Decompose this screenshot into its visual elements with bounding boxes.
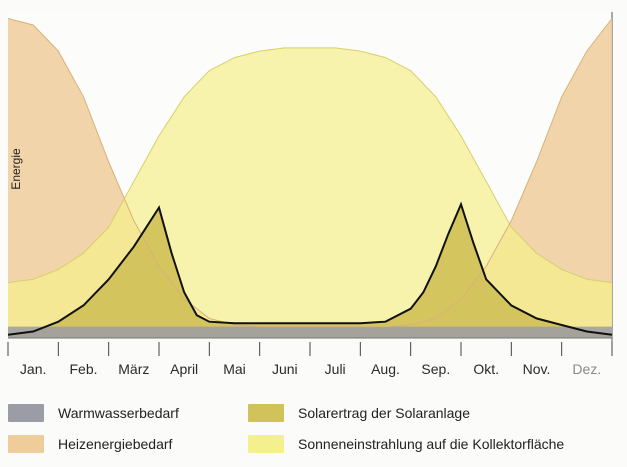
legend-swatch — [248, 404, 284, 422]
line-heizenergiebedarf — [7, 18, 613, 328]
x-tick-label: Jan. — [20, 361, 46, 377]
line-sonneneinstrahlung — [7, 47, 613, 284]
x-tick-label: Juni — [272, 361, 298, 377]
legend-item: Solarertrag der Solaranlage — [248, 404, 470, 422]
x-tick-label: Mai — [223, 361, 246, 377]
legend-swatch — [8, 404, 44, 422]
x-tick-label: Nov. — [523, 361, 551, 377]
area-warmwasserbedarf — [8, 326, 612, 338]
legend-item: Heizenergiebedarf — [8, 435, 172, 453]
legend-swatch — [248, 435, 284, 453]
legend-label: Solarertrag der Solaranlage — [298, 405, 470, 421]
y-axis-label: Energie — [9, 148, 23, 190]
x-tick-label: März — [118, 361, 149, 377]
legend-swatch — [8, 435, 44, 453]
chart-svg: Jan. Feb. März April Mai Juni Juli Aug. Sep. Okt.… — [7, 12, 613, 377]
legend-item: Warmwasserbedarf — [8, 404, 179, 422]
x-tick-label: Juli — [325, 361, 346, 377]
x-tick-label: Dez. — [572, 361, 601, 377]
line-solarertrag — [7, 201, 613, 336]
x-tick-label: Aug. — [371, 361, 400, 377]
legend-label: Heizenergiebedarf — [58, 436, 173, 452]
legend-item: Sonneneinstrahlung auf die Kollektorfläc… — [248, 435, 564, 453]
legend-label: Sonneneinstrahlung auf die Kollektorfläc… — [298, 436, 565, 452]
x-tick-label: Feb. — [69, 361, 97, 377]
x-tick-label: Sep. — [421, 361, 450, 377]
x-tick-label: April — [170, 361, 198, 377]
legend-label: Warmwasserbedarf — [58, 405, 179, 421]
x-tick-label: Okt. — [473, 361, 499, 377]
legend: Warmwasserbedarf Heizenergiebedarf Solarer… — [0, 396, 627, 467]
area-solarertrag — [8, 204, 612, 338]
